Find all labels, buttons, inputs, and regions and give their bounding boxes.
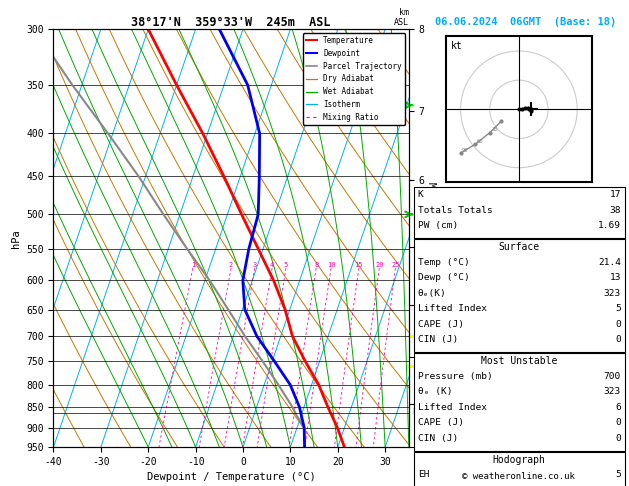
Text: CIN (J): CIN (J): [418, 434, 458, 443]
Text: 323: 323: [604, 289, 621, 298]
X-axis label: Dewpoint / Temperature (°C): Dewpoint / Temperature (°C): [147, 472, 316, 483]
Text: 2: 2: [229, 262, 233, 268]
Text: LCL: LCL: [413, 408, 427, 417]
Text: 13: 13: [610, 273, 621, 282]
Text: 0: 0: [615, 434, 621, 443]
Text: 10: 10: [327, 262, 335, 268]
Text: 06.06.2024  06GMT  (Base: 18): 06.06.2024 06GMT (Base: 18): [435, 17, 616, 27]
Title: 38°17'N  359°33'W  245m  ASL: 38°17'N 359°33'W 245m ASL: [131, 16, 331, 29]
Text: 1: 1: [191, 262, 195, 268]
Text: 15: 15: [355, 262, 363, 268]
Text: PW (cm): PW (cm): [418, 221, 458, 230]
Text: 0: 0: [615, 335, 621, 345]
Text: 90: 90: [462, 148, 469, 153]
Text: 38: 38: [610, 206, 621, 215]
Text: Totals Totals: Totals Totals: [418, 206, 493, 215]
Text: CAPE (J): CAPE (J): [418, 418, 464, 428]
Text: Temp (°C): Temp (°C): [418, 258, 469, 267]
Text: Hodograph: Hodograph: [493, 455, 546, 465]
Text: Surface: Surface: [499, 242, 540, 252]
Text: 21.4: 21.4: [598, 258, 621, 267]
Text: θₑ (K): θₑ (K): [418, 387, 452, 397]
Text: Pressure (mb): Pressure (mb): [418, 372, 493, 381]
Y-axis label: hPa: hPa: [11, 229, 21, 247]
Text: 323: 323: [604, 387, 621, 397]
Text: 17: 17: [610, 190, 621, 199]
Text: 0: 0: [615, 320, 621, 329]
Text: Lifted Index: Lifted Index: [418, 403, 487, 412]
Text: K: K: [418, 190, 423, 199]
Text: km
ASL: km ASL: [394, 8, 409, 27]
Text: kt: kt: [450, 41, 462, 51]
Text: 700: 700: [604, 372, 621, 381]
Text: 1.69: 1.69: [598, 221, 621, 230]
Text: 25: 25: [391, 262, 399, 268]
Y-axis label: Mixing Ratio (g/kg): Mixing Ratio (g/kg): [426, 182, 435, 294]
Text: Most Unstable: Most Unstable: [481, 356, 557, 366]
Text: 5: 5: [284, 262, 288, 268]
Text: 5: 5: [615, 304, 621, 313]
Text: 20: 20: [375, 262, 384, 268]
Legend: Temperature, Dewpoint, Parcel Trajectory, Dry Adiabat, Wet Adiabat, Isotherm, Mi: Temperature, Dewpoint, Parcel Trajectory…: [303, 33, 405, 125]
Text: 3: 3: [253, 262, 257, 268]
Text: Lifted Index: Lifted Index: [418, 304, 487, 313]
Text: 4: 4: [270, 262, 274, 268]
Text: 5: 5: [615, 470, 621, 480]
Text: 30: 30: [491, 127, 498, 132]
Text: 6: 6: [615, 403, 621, 412]
Text: 8: 8: [314, 262, 318, 268]
Text: 60: 60: [477, 139, 483, 144]
Text: EH: EH: [418, 470, 429, 480]
Text: θₑ(K): θₑ(K): [418, 289, 447, 298]
Text: 0: 0: [615, 418, 621, 428]
Text: CAPE (J): CAPE (J): [418, 320, 464, 329]
Text: © weatheronline.co.uk: © weatheronline.co.uk: [462, 472, 576, 481]
Text: CIN (J): CIN (J): [418, 335, 458, 345]
Text: Dewp (°C): Dewp (°C): [418, 273, 469, 282]
